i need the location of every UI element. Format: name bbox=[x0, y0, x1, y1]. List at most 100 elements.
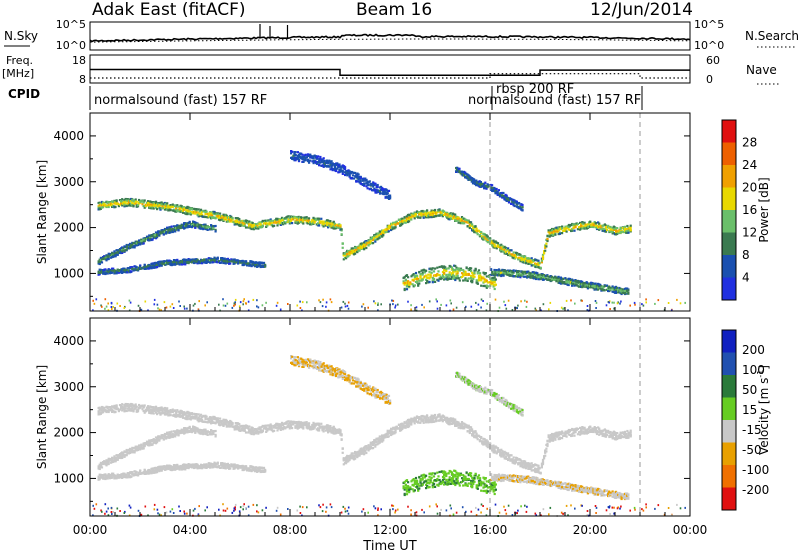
power-cell bbox=[288, 222, 291, 225]
power-cell bbox=[519, 207, 522, 210]
nave-tick-bottom: 0 bbox=[706, 73, 713, 86]
power-cell bbox=[561, 227, 564, 230]
power-cell bbox=[548, 233, 551, 236]
power-cell bbox=[158, 230, 161, 233]
power-cell bbox=[338, 164, 341, 167]
power-cell bbox=[103, 202, 106, 206]
power-cell bbox=[275, 221, 278, 224]
power-cell bbox=[423, 210, 426, 213]
power-cell bbox=[561, 225, 564, 228]
power-cell bbox=[466, 279, 469, 282]
power-cell bbox=[98, 268, 101, 271]
power-cell bbox=[147, 200, 150, 203]
power-cell bbox=[403, 281, 406, 284]
power-cell bbox=[500, 271, 503, 274]
power-cell bbox=[621, 291, 624, 294]
power-cell bbox=[514, 275, 517, 278]
power-cell bbox=[429, 275, 432, 279]
power-cell bbox=[540, 273, 543, 276]
power-cell bbox=[344, 166, 347, 169]
power-cell bbox=[99, 256, 102, 259]
power-cell bbox=[642, 304, 645, 307]
power-cell bbox=[291, 150, 294, 153]
power-cell bbox=[548, 235, 551, 238]
power-cell bbox=[374, 233, 377, 237]
power-cell bbox=[670, 309, 673, 312]
velocity-cell bbox=[198, 415, 201, 418]
power-cell bbox=[428, 277, 431, 280]
power-cell bbox=[121, 268, 124, 271]
power-cell bbox=[198, 225, 201, 228]
power-cell bbox=[576, 228, 579, 231]
power-cell bbox=[162, 206, 165, 210]
power-cell bbox=[193, 261, 196, 264]
power-cell bbox=[545, 242, 548, 245]
power-cell bbox=[595, 284, 598, 287]
power-cell bbox=[555, 278, 558, 281]
power-cell bbox=[490, 279, 493, 283]
power-cell bbox=[625, 231, 628, 234]
power-cell bbox=[627, 231, 630, 234]
velocity-cell bbox=[185, 417, 188, 421]
power-cell bbox=[121, 198, 124, 201]
power-cell bbox=[500, 249, 503, 252]
power-cell bbox=[106, 272, 109, 275]
power-cell bbox=[534, 307, 537, 310]
power-cell bbox=[327, 226, 330, 229]
cpid-program-1: normalsound (fast) 157 RF bbox=[94, 93, 267, 108]
power-cell bbox=[255, 227, 258, 230]
power-cell bbox=[589, 220, 592, 223]
power-cell bbox=[471, 279, 474, 282]
power-cell bbox=[243, 220, 246, 223]
velocity-cell bbox=[141, 408, 144, 411]
power-cell bbox=[581, 299, 583, 302]
power-cell bbox=[423, 211, 426, 214]
power-cell bbox=[207, 215, 210, 218]
power-cell bbox=[616, 286, 619, 289]
power-cell bbox=[633, 301, 636, 304]
velocity-cell bbox=[118, 408, 122, 411]
velocity-cell bbox=[158, 411, 161, 415]
power-cell bbox=[579, 221, 582, 224]
power-y-tick-label: 1000 bbox=[53, 266, 84, 280]
power-cell bbox=[457, 216, 460, 219]
power-cell bbox=[288, 216, 291, 219]
power-cell bbox=[436, 307, 439, 310]
power-cell bbox=[222, 298, 224, 301]
power-cell bbox=[228, 260, 231, 263]
power-cell bbox=[465, 175, 468, 179]
power-cell bbox=[412, 273, 415, 276]
power-cell bbox=[403, 283, 406, 286]
power-cell bbox=[238, 218, 241, 221]
velocity-cell bbox=[201, 416, 204, 419]
power-cell bbox=[502, 250, 505, 253]
power-cell bbox=[338, 223, 341, 226]
power-cell bbox=[117, 271, 120, 274]
power-cell bbox=[496, 271, 499, 274]
power-cell bbox=[341, 171, 344, 174]
power-cell bbox=[111, 203, 114, 206]
power-cell bbox=[525, 305, 528, 308]
power-cell bbox=[456, 169, 459, 172]
power-cell bbox=[582, 225, 585, 228]
power-cell bbox=[304, 159, 307, 162]
power-cell bbox=[108, 204, 111, 207]
power-cell bbox=[465, 305, 467, 308]
power-cell bbox=[586, 284, 589, 287]
power-cell bbox=[95, 298, 98, 301]
power-cell bbox=[535, 263, 538, 266]
power-cell bbox=[619, 302, 621, 305]
power-cell bbox=[162, 230, 165, 233]
power-cell bbox=[517, 304, 519, 307]
velocity-cell bbox=[185, 416, 188, 419]
power-cell bbox=[270, 219, 273, 222]
power-cell bbox=[512, 254, 515, 257]
power-cell bbox=[243, 298, 245, 301]
power-cell bbox=[470, 267, 473, 270]
power-cell bbox=[422, 213, 425, 216]
noise-right-tick-top: 10^5 bbox=[694, 18, 724, 31]
power-cell bbox=[256, 299, 258, 302]
power-cell bbox=[194, 223, 197, 226]
power-cell bbox=[461, 275, 464, 278]
power-cell bbox=[414, 214, 417, 217]
